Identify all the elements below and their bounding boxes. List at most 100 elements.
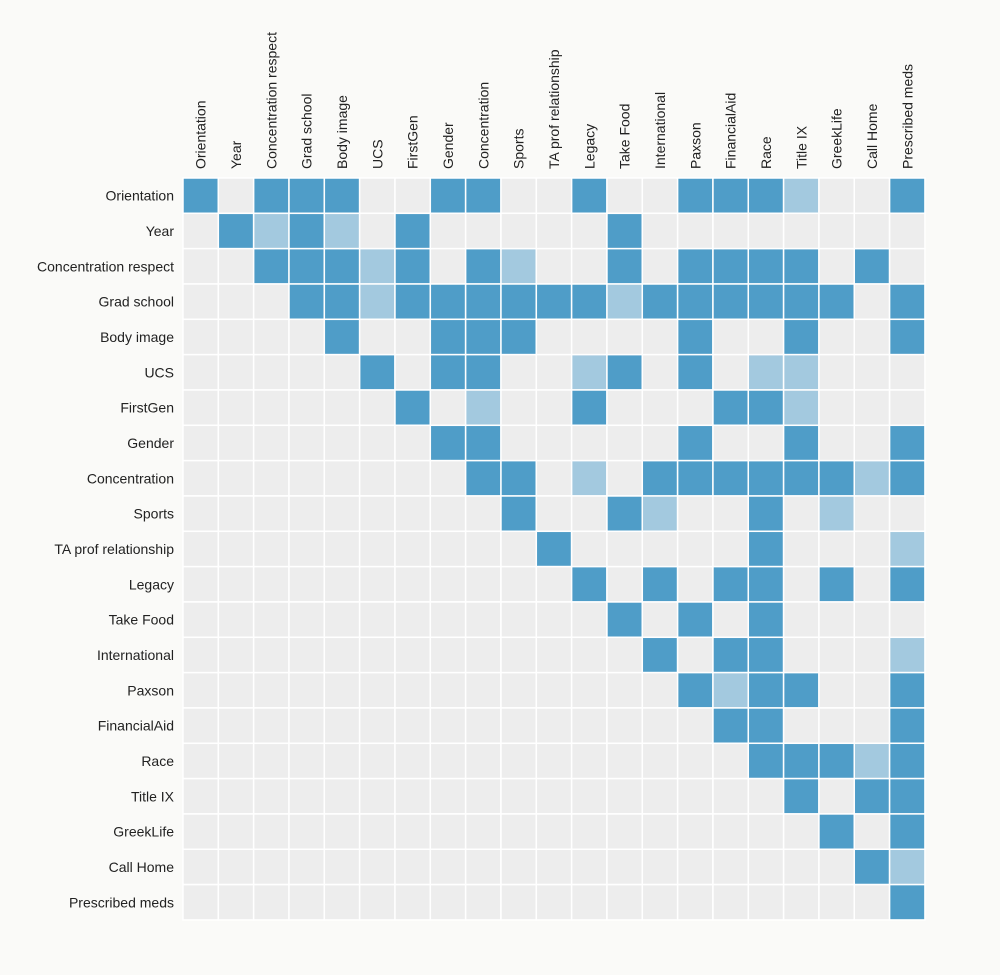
cell-race-ucs: [358, 742, 396, 780]
cell-body-image-call-home: [853, 318, 891, 356]
cell-prescribed-meds-ta-prof-relationship: [535, 883, 573, 921]
cell-take-food-paxson: [676, 601, 714, 639]
cell-year-ta-prof-relationship: [535, 212, 573, 250]
row-label-firstgen: FirstGen: [120, 400, 174, 416]
cell-concentration-greeklife: [818, 459, 856, 497]
cell-concentration-take-food: [606, 459, 644, 497]
cell-grad-school-title-ix: [782, 283, 820, 321]
row-label-concentration-respect: Concentration respect: [37, 258, 174, 274]
column-label-firstgen: FirstGen: [405, 115, 421, 169]
cell-paxson-concentration-respect: [252, 671, 290, 709]
cell-financialaid-concentration-respect: [252, 707, 290, 745]
cell-body-image-race: [747, 318, 785, 356]
cell-year-international: [641, 212, 679, 250]
cell-legacy-paxson: [676, 565, 714, 603]
cell-ta-prof-relationship-race: [747, 530, 785, 568]
cell-firstgen-concentration-respect: [252, 389, 290, 427]
row-labels: Orientation Year Concentration respect Grad…: [37, 188, 175, 911]
cell-take-food-race: [747, 601, 785, 639]
cell-title-ix-concentration: [464, 777, 502, 815]
cell-firstgen-ucs: [358, 389, 396, 427]
cell-title-ix-ta-prof-relationship: [535, 777, 573, 815]
cell-sports-prescribed-meds: [888, 495, 926, 533]
column-labels: Orientation Year Concentration respect Grad…: [193, 32, 916, 169]
cell-gender-title-ix: [782, 424, 820, 462]
cell-gender-take-food: [606, 424, 644, 462]
cell-ucs-gender: [429, 353, 467, 391]
cell-call-home-ucs: [358, 848, 396, 886]
cell-title-ix-greeklife: [818, 777, 856, 815]
cell-year-body-image: [323, 212, 361, 250]
row-label-race: Race: [141, 753, 174, 769]
cell-paxson-paxson: [676, 671, 714, 709]
cell-sports-year: [217, 495, 255, 533]
column-label-gender: Gender: [440, 122, 456, 169]
cell-concentration-call-home: [853, 459, 891, 497]
column-label-call-home: Call Home: [864, 103, 880, 169]
cell-year-gender: [429, 212, 467, 250]
cell-sports-race: [747, 495, 785, 533]
cell-orientation-call-home: [853, 177, 891, 215]
cell-ucs-financialaid: [712, 353, 750, 391]
cell-race-concentration-respect: [252, 742, 290, 780]
cell-body-image-sports: [500, 318, 538, 356]
cell-paxson-firstgen: [394, 671, 432, 709]
cell-call-home-greeklife: [818, 848, 856, 886]
cell-year-greeklife: [818, 212, 856, 250]
cell-title-ix-orientation: [182, 777, 220, 815]
cell-financialaid-grad-school: [288, 707, 326, 745]
cell-international-concentration: [464, 636, 502, 674]
cell-concentration-concentration: [464, 459, 502, 497]
cell-financialaid-take-food: [606, 707, 644, 745]
cell-financialaid-year: [217, 707, 255, 745]
cell-legacy-ta-prof-relationship: [535, 565, 573, 603]
cell-legacy-legacy: [570, 565, 608, 603]
cell-grad-school-legacy: [570, 283, 608, 321]
cell-concentration-paxson: [676, 459, 714, 497]
cell-greeklife-concentration: [464, 813, 502, 851]
cell-financialaid-concentration: [464, 707, 502, 745]
cell-legacy-title-ix: [782, 565, 820, 603]
cell-call-home-prescribed-meds: [888, 848, 926, 886]
cell-concentration-respect-ucs: [358, 247, 396, 285]
cell-international-grad-school: [288, 636, 326, 674]
cell-year-title-ix: [782, 212, 820, 250]
cell-grad-school-international: [641, 283, 679, 321]
cell-take-food-title-ix: [782, 601, 820, 639]
cell-concentration-race: [747, 459, 785, 497]
cell-ucs-sports: [500, 353, 538, 391]
cell-take-food-take-food: [606, 601, 644, 639]
cell-sports-grad-school: [288, 495, 326, 533]
cell-greeklife-orientation: [182, 813, 220, 851]
cell-concentration-respect-greeklife: [818, 247, 856, 285]
cell-orientation-prescribed-meds: [888, 177, 926, 215]
cell-ta-prof-relationship-ta-prof-relationship: [535, 530, 573, 568]
cell-concentration-body-image: [323, 459, 361, 497]
row-label-ta-prof-relationship: TA prof relationship: [54, 541, 174, 557]
row-label-ucs: UCS: [144, 364, 174, 380]
cell-call-home-gender: [429, 848, 467, 886]
cell-firstgen-sports: [500, 389, 538, 427]
cell-paxson-legacy: [570, 671, 608, 709]
cell-year-sports: [500, 212, 538, 250]
cell-prescribed-meds-concentration-respect: [252, 883, 290, 921]
cell-greeklife-race: [747, 813, 785, 851]
cell-gender-grad-school: [288, 424, 326, 462]
cell-race-sports: [500, 742, 538, 780]
cell-grad-school-race: [747, 283, 785, 321]
cell-orientation-title-ix: [782, 177, 820, 215]
cell-greeklife-prescribed-meds: [888, 813, 926, 851]
cell-sports-call-home: [853, 495, 891, 533]
cell-international-ucs: [358, 636, 396, 674]
cell-call-home-sports: [500, 848, 538, 886]
column-label-orientation: Orientation: [193, 101, 209, 169]
cell-call-home-call-home: [853, 848, 891, 886]
cell-paxson-title-ix: [782, 671, 820, 709]
cell-legacy-concentration-respect: [252, 565, 290, 603]
cell-ta-prof-relationship-concentration-respect: [252, 530, 290, 568]
cell-call-home-race: [747, 848, 785, 886]
cell-international-ta-prof-relationship: [535, 636, 573, 674]
cell-race-concentration: [464, 742, 502, 780]
